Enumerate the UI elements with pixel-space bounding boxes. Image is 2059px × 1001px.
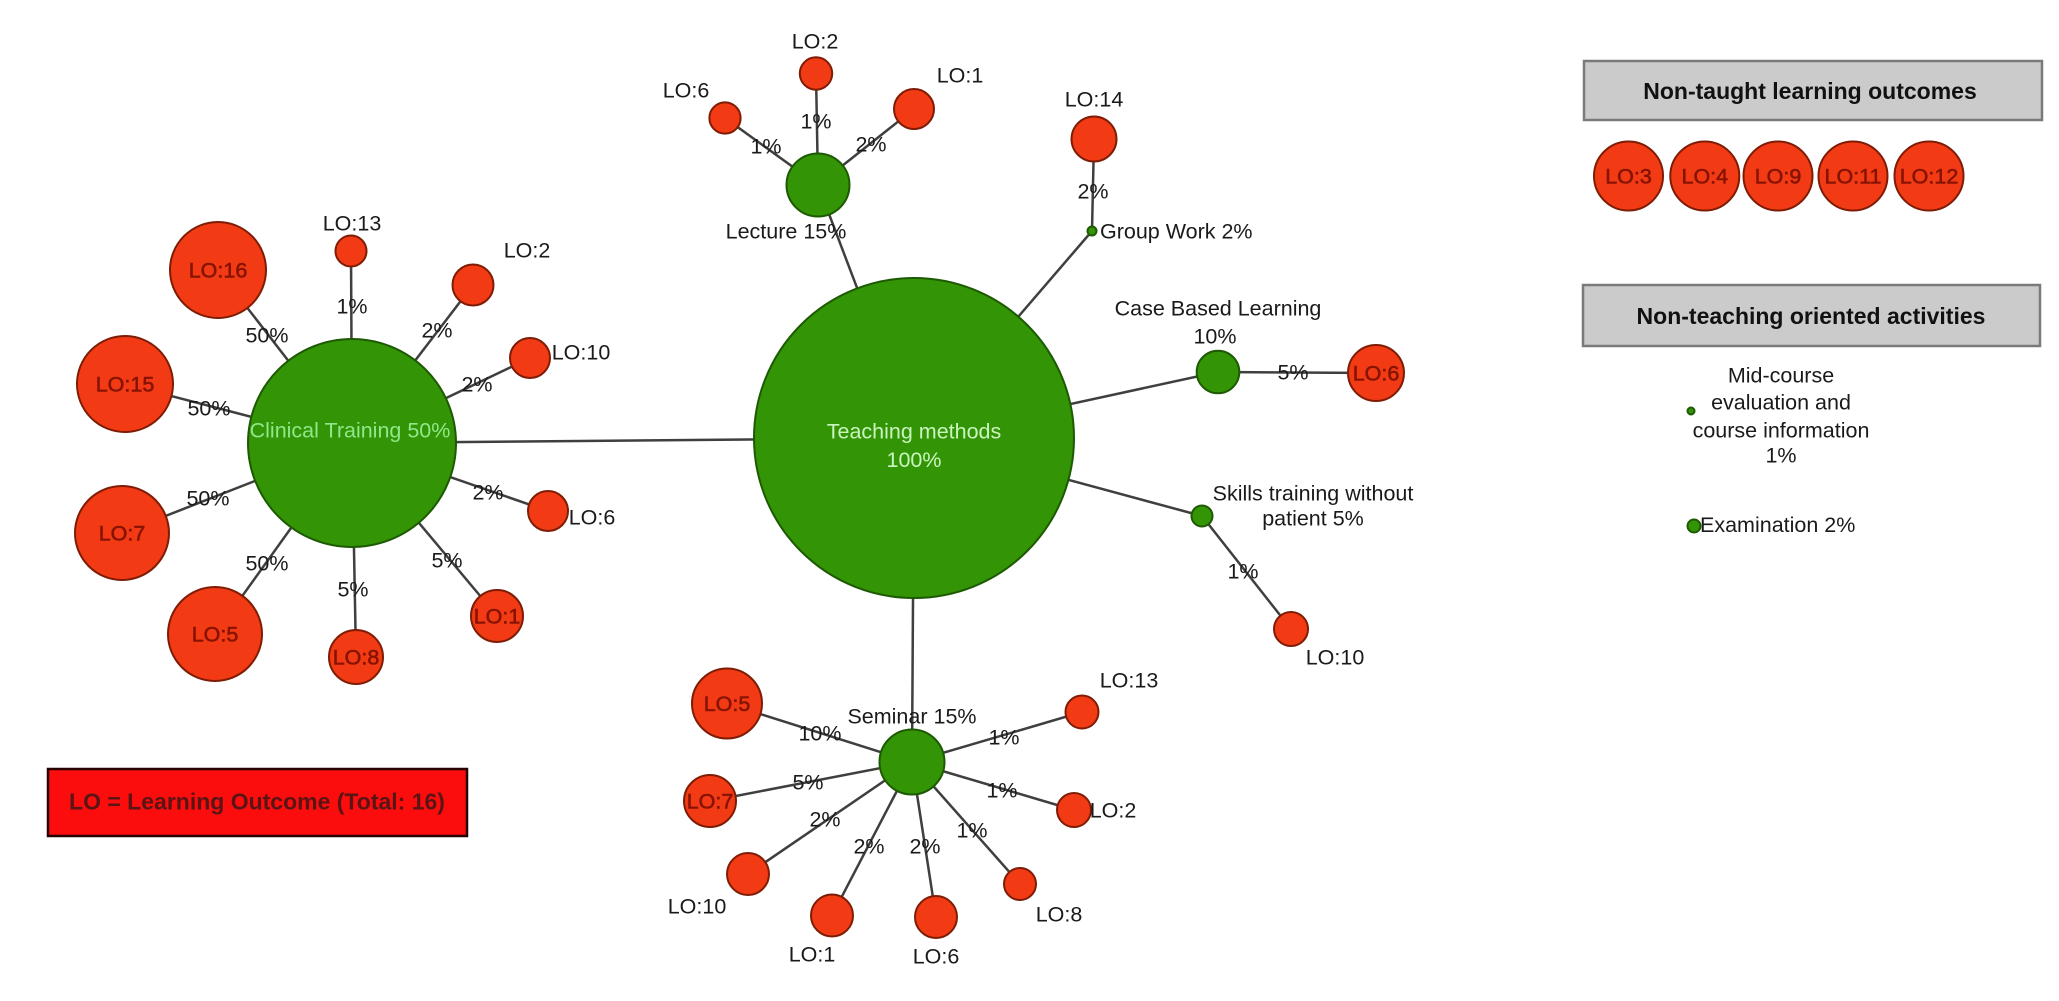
svg-text:evaluation and: evaluation and (1711, 391, 1851, 415)
svg-text:1%: 1% (800, 110, 831, 134)
svg-text:Non-teaching oriented activiti: Non-teaching oriented activities (1637, 303, 1986, 329)
svg-text:50%: 50% (245, 324, 288, 348)
svg-text:Case Based Learning: Case Based Learning (1115, 297, 1322, 321)
svg-text:LO:2: LO:2 (504, 239, 551, 263)
svg-text:LO:9: LO:9 (1755, 165, 1802, 189)
svg-text:Skills training without: Skills training without (1213, 482, 1414, 506)
svg-text:LO:12: LO:12 (1900, 165, 1959, 189)
svg-text:LO:15: LO:15 (96, 373, 155, 397)
svg-text:2%: 2% (461, 373, 492, 397)
svg-text:5%: 5% (337, 578, 368, 602)
svg-text:LO:6: LO:6 (1353, 362, 1400, 386)
svg-text:LO:16: LO:16 (189, 259, 248, 283)
svg-text:Clinical Training 50%: Clinical Training 50% (250, 419, 451, 443)
svg-text:LO:5: LO:5 (192, 623, 239, 647)
svg-text:LO:13: LO:13 (323, 212, 382, 236)
svg-text:LO:5: LO:5 (704, 692, 751, 716)
svg-text:Teaching methods: Teaching methods (827, 420, 1002, 444)
svg-text:1%: 1% (1765, 444, 1796, 468)
svg-text:1%: 1% (336, 295, 367, 319)
svg-text:LO:11: LO:11 (1825, 165, 1882, 189)
svg-text:LO:8: LO:8 (333, 646, 380, 670)
svg-text:course information: course information (1693, 419, 1870, 443)
svg-text:LO:14: LO:14 (1065, 88, 1124, 112)
svg-text:LO:1: LO:1 (474, 605, 521, 629)
svg-text:2%: 2% (1077, 180, 1108, 204)
svg-text:LO:13: LO:13 (1100, 669, 1159, 693)
svg-text:LO:6: LO:6 (663, 79, 710, 103)
svg-text:100%: 100% (887, 448, 942, 472)
svg-text:50%: 50% (245, 552, 288, 576)
svg-text:LO:7: LO:7 (687, 790, 734, 814)
svg-text:Lecture 15%: Lecture 15% (726, 220, 847, 244)
svg-text:1%: 1% (1227, 560, 1258, 584)
svg-text:LO:6: LO:6 (913, 945, 960, 969)
svg-text:50%: 50% (187, 397, 230, 421)
svg-text:LO:3: LO:3 (1605, 165, 1652, 189)
svg-text:Non-taught learning outcomes: Non-taught learning outcomes (1643, 78, 1977, 104)
svg-text:Seminar 15%: Seminar 15% (847, 705, 976, 729)
svg-text:5%: 5% (1277, 361, 1308, 385)
svg-text:50%: 50% (186, 487, 229, 511)
svg-text:2%: 2% (472, 481, 503, 505)
svg-text:LO:2: LO:2 (792, 30, 839, 54)
svg-text:5%: 5% (431, 549, 462, 573)
svg-text:LO:6: LO:6 (569, 506, 616, 530)
svg-text:patient 5%: patient 5% (1262, 507, 1364, 531)
svg-text:LO:2: LO:2 (1090, 799, 1137, 823)
svg-text:2%: 2% (909, 835, 940, 859)
svg-text:10%: 10% (1193, 325, 1236, 349)
svg-text:LO:10: LO:10 (552, 341, 611, 365)
svg-text:LO:10: LO:10 (1306, 646, 1365, 670)
svg-text:2%: 2% (421, 319, 452, 343)
svg-text:LO:4: LO:4 (1681, 165, 1728, 189)
svg-text:1%: 1% (988, 726, 1019, 750)
svg-text:2%: 2% (809, 808, 840, 832)
svg-text:1%: 1% (956, 819, 987, 843)
svg-text:Examination 2%: Examination 2% (1700, 513, 1855, 537)
svg-text:1%: 1% (986, 779, 1017, 803)
svg-text:10%: 10% (798, 722, 841, 746)
svg-text:Mid-course: Mid-course (1728, 364, 1834, 388)
svg-text:LO:10: LO:10 (668, 895, 727, 919)
svg-text:1%: 1% (750, 135, 781, 159)
svg-text:2%: 2% (855, 133, 886, 157)
svg-text:LO:1: LO:1 (937, 64, 984, 88)
svg-text:LO:1: LO:1 (789, 943, 836, 967)
svg-text:2%: 2% (853, 835, 884, 859)
svg-text:LO:8: LO:8 (1036, 903, 1083, 927)
svg-text:LO:7: LO:7 (99, 522, 146, 546)
svg-text:Group Work 2%: Group Work 2% (1100, 220, 1253, 244)
svg-text:LO = Learning Outcome (Total:: LO = Learning Outcome (Total: 16) (69, 789, 445, 815)
svg-text:5%: 5% (792, 771, 823, 795)
